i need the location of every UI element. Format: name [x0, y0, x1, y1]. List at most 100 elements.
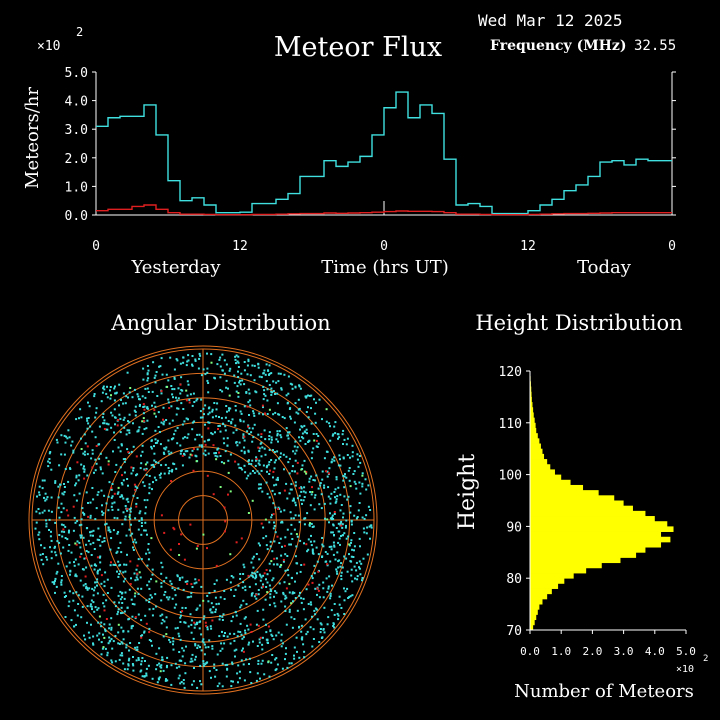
- meteor-point: [158, 431, 161, 433]
- meteor-point: [199, 680, 201, 683]
- meteor-point: [124, 505, 127, 507]
- meteor-point-red: [153, 409, 156, 412]
- meteor-point: [275, 478, 278, 481]
- meteor-point: [193, 401, 196, 403]
- meteor-point: [135, 648, 138, 651]
- meteor-point: [176, 575, 179, 578]
- meteor-point: [348, 553, 350, 556]
- meteor-point: [96, 584, 98, 587]
- meteor-point: [196, 622, 199, 625]
- meteor-point: [318, 398, 321, 401]
- meteor-point: [144, 660, 146, 662]
- meteor-point: [326, 450, 329, 453]
- meteor-point: [183, 686, 186, 689]
- meteor-point: [312, 638, 315, 640]
- meteor-point: [312, 433, 315, 435]
- meteor-point-red: [103, 609, 106, 612]
- meteor-point: [146, 373, 149, 376]
- meteor-point: [223, 590, 226, 592]
- meteor-point: [233, 632, 236, 635]
- meteor-point: [277, 413, 280, 416]
- meteor-point-red: [126, 508, 129, 510]
- meteor-point: [252, 410, 255, 413]
- meteor-point: [127, 618, 130, 621]
- meteor-point: [219, 365, 222, 368]
- meteor-point: [260, 483, 262, 486]
- meteor-point: [313, 540, 316, 543]
- meteor-point: [173, 376, 176, 379]
- meteor-point: [358, 481, 361, 484]
- meteor-point: [222, 613, 225, 616]
- meteor-point: [171, 388, 174, 391]
- meteor-point: [159, 665, 162, 668]
- meteor-point: [230, 588, 232, 591]
- meteor-point: [309, 394, 311, 397]
- meteor-point: [163, 593, 166, 596]
- flux-y-tick-label: 3.0: [65, 123, 88, 138]
- meteor-point: [165, 626, 168, 629]
- meteor-point: [110, 488, 113, 491]
- meteor-point: [194, 438, 197, 441]
- meteor-point-red: [240, 537, 243, 540]
- meteor-point: [300, 564, 303, 566]
- meteor-point: [298, 436, 300, 439]
- meteor-point: [327, 587, 330, 590]
- meteor-point: [132, 546, 134, 549]
- meteor-point: [216, 455, 219, 458]
- meteor-point: [327, 616, 330, 619]
- meteor-point: [141, 395, 144, 398]
- meteor-point: [173, 463, 176, 466]
- meteor-point: [148, 608, 151, 611]
- meteor-point: [288, 543, 291, 546]
- meteor-point-green: [202, 533, 205, 536]
- meteor-point: [215, 603, 218, 606]
- meteor-point: [329, 597, 332, 600]
- meteor-point: [292, 517, 295, 520]
- meteor-point: [136, 486, 139, 489]
- meteor-point: [90, 554, 93, 556]
- meteor-point-red: [163, 531, 166, 534]
- meteor-point: [265, 535, 268, 538]
- meteor-point-red: [117, 419, 120, 421]
- meteor-point: [72, 451, 75, 454]
- meteor-point: [310, 534, 312, 537]
- meteor-point: [157, 411, 160, 414]
- meteor-point: [137, 658, 140, 661]
- meteor-point: [294, 504, 297, 507]
- meteor-point: [76, 614, 79, 617]
- height-y-tick-label: 90: [506, 520, 522, 535]
- meteor-point: [111, 508, 114, 511]
- meteor-point: [150, 640, 153, 643]
- meteor-point: [323, 502, 326, 505]
- meteor-point: [77, 594, 80, 597]
- meteor-point: [288, 492, 291, 495]
- meteor-point-red: [243, 435, 246, 438]
- meteor-point: [155, 371, 158, 373]
- meteor-point-red: [282, 558, 285, 561]
- meteor-point: [117, 575, 120, 578]
- meteor-point: [247, 388, 250, 391]
- meteor-point: [38, 531, 41, 534]
- meteor-point: [249, 374, 252, 377]
- meteor-point: [276, 434, 279, 437]
- meteor-point: [122, 392, 125, 395]
- meteor-point: [182, 682, 185, 685]
- meteor-point: [47, 509, 50, 512]
- meteor-point: [287, 437, 290, 440]
- meteor-point: [191, 653, 194, 656]
- meteor-point: [68, 590, 71, 593]
- meteor-point: [87, 417, 90, 419]
- meteor-point: [106, 578, 109, 581]
- meteor-point: [329, 497, 332, 500]
- meteor-point: [169, 580, 172, 583]
- polar-ring: [104, 421, 302, 619]
- meteor-point-red: [242, 650, 245, 653]
- meteor-point: [340, 578, 343, 581]
- meteor-point: [153, 445, 155, 448]
- height-bar: [530, 593, 548, 600]
- meteor-point: [343, 599, 346, 602]
- meteor-point: [146, 365, 149, 367]
- meteor-point: [236, 385, 239, 388]
- meteor-point: [100, 625, 103, 628]
- meteor-point: [306, 550, 309, 553]
